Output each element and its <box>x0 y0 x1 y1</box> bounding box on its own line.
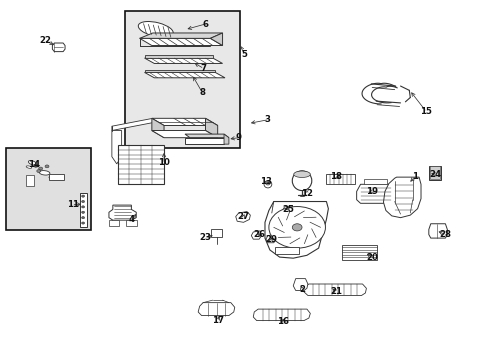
Text: 18: 18 <box>329 172 342 181</box>
Polygon shape <box>144 58 222 63</box>
Text: 21: 21 <box>329 287 342 296</box>
Ellipse shape <box>28 161 36 165</box>
Polygon shape <box>140 39 222 45</box>
Bar <box>429 166 439 179</box>
Polygon shape <box>235 212 250 222</box>
Circle shape <box>39 167 42 170</box>
Polygon shape <box>282 206 294 214</box>
Text: 22: 22 <box>40 36 51 45</box>
Text: 11: 11 <box>67 200 79 209</box>
Polygon shape <box>224 134 228 144</box>
Text: 7: 7 <box>200 64 206 73</box>
Circle shape <box>81 222 84 224</box>
Text: 26: 26 <box>253 230 264 239</box>
Bar <box>428 166 440 180</box>
Polygon shape <box>112 118 153 131</box>
Polygon shape <box>293 279 307 291</box>
Ellipse shape <box>39 171 50 175</box>
Polygon shape <box>52 43 65 51</box>
Text: 8: 8 <box>199 87 204 96</box>
Polygon shape <box>112 131 122 164</box>
Circle shape <box>81 195 84 197</box>
Text: 4: 4 <box>128 215 134 224</box>
Ellipse shape <box>49 175 58 179</box>
Bar <box>125 12 239 148</box>
Polygon shape <box>265 234 276 243</box>
Polygon shape <box>152 118 217 126</box>
Polygon shape <box>198 303 234 316</box>
Circle shape <box>34 164 38 167</box>
Text: 10: 10 <box>158 158 170 167</box>
Text: 17: 17 <box>211 316 224 325</box>
Circle shape <box>81 217 84 219</box>
Circle shape <box>81 211 84 213</box>
Polygon shape <box>80 193 86 227</box>
Bar <box>5 148 91 230</box>
Polygon shape <box>356 184 394 203</box>
Text: 23: 23 <box>199 233 211 242</box>
Polygon shape <box>152 118 163 138</box>
Bar <box>211 229 222 237</box>
Circle shape <box>81 201 84 203</box>
Text: 25: 25 <box>282 205 294 214</box>
Ellipse shape <box>293 171 310 177</box>
Polygon shape <box>184 138 224 144</box>
Text: 15: 15 <box>419 107 431 116</box>
Text: 24: 24 <box>428 170 441 179</box>
Polygon shape <box>109 205 136 220</box>
Polygon shape <box>210 33 222 45</box>
Polygon shape <box>144 69 215 72</box>
Polygon shape <box>205 118 217 138</box>
Bar <box>326 174 354 184</box>
Circle shape <box>292 224 302 231</box>
Ellipse shape <box>292 171 311 190</box>
Polygon shape <box>184 134 228 138</box>
Text: 16: 16 <box>277 317 289 326</box>
Text: 27: 27 <box>237 212 249 221</box>
Bar <box>49 174 64 180</box>
Ellipse shape <box>265 181 270 185</box>
Bar <box>125 220 137 226</box>
Polygon shape <box>428 224 447 238</box>
Polygon shape <box>304 284 366 296</box>
Text: 5: 5 <box>241 50 247 59</box>
Text: 14: 14 <box>28 161 40 170</box>
Text: 3: 3 <box>264 115 270 124</box>
Bar <box>341 244 376 260</box>
Text: 29: 29 <box>265 235 277 244</box>
Circle shape <box>45 165 49 168</box>
Text: 28: 28 <box>439 230 450 239</box>
Bar <box>118 145 163 184</box>
Text: 9: 9 <box>235 133 241 142</box>
Polygon shape <box>253 309 310 320</box>
Text: 19: 19 <box>366 187 378 196</box>
Circle shape <box>268 207 325 248</box>
Polygon shape <box>383 177 420 218</box>
Polygon shape <box>144 72 224 78</box>
Polygon shape <box>152 131 217 138</box>
Ellipse shape <box>138 22 173 37</box>
Polygon shape <box>251 231 261 239</box>
Text: 12: 12 <box>300 189 312 198</box>
Bar <box>363 179 386 184</box>
Text: 6: 6 <box>202 19 208 28</box>
Polygon shape <box>144 55 212 58</box>
Bar <box>26 175 34 186</box>
Circle shape <box>37 170 41 172</box>
Text: 2: 2 <box>299 285 305 294</box>
Ellipse shape <box>26 166 32 168</box>
Text: 20: 20 <box>366 253 377 262</box>
Text: 13: 13 <box>260 177 272 186</box>
Polygon shape <box>140 33 222 39</box>
Ellipse shape <box>264 181 271 188</box>
Polygon shape <box>274 247 299 253</box>
Circle shape <box>81 206 84 208</box>
Polygon shape <box>264 202 328 258</box>
Bar <box>109 220 119 226</box>
Text: 1: 1 <box>411 172 417 181</box>
